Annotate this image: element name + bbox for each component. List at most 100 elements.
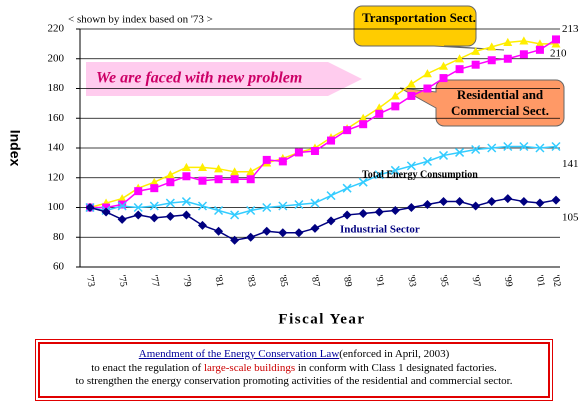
data-point xyxy=(519,50,528,59)
data-point xyxy=(439,74,448,83)
data-point xyxy=(439,61,449,70)
data-point xyxy=(535,198,545,208)
data-point xyxy=(374,207,384,217)
data-point xyxy=(390,165,400,175)
series-line xyxy=(89,145,557,216)
callout-transport-text: Transportation Sect. xyxy=(362,10,476,25)
data-point xyxy=(198,176,207,185)
data-point xyxy=(375,109,384,118)
data-point xyxy=(246,167,256,176)
y-tick-label: 220 xyxy=(48,23,65,35)
x-tick-label: '93 xyxy=(405,274,418,288)
data-point xyxy=(326,216,336,226)
data-point xyxy=(422,69,432,78)
data-point xyxy=(551,39,561,48)
data-point xyxy=(197,201,208,211)
data-point xyxy=(487,42,497,51)
subtitle: < shown by index based on '73 > xyxy=(68,14,213,26)
series-label: Industrial Sector xyxy=(340,224,420,236)
data-point xyxy=(503,37,513,46)
x-tick-label: '77 xyxy=(148,274,161,288)
data-point xyxy=(197,162,207,171)
data-point xyxy=(310,146,319,155)
data-point xyxy=(327,136,336,145)
data-point xyxy=(407,91,416,100)
data-point xyxy=(552,35,560,44)
data-point xyxy=(390,91,400,100)
data-point xyxy=(358,208,368,218)
data-point xyxy=(230,175,239,184)
data-point xyxy=(455,147,465,157)
data-point xyxy=(294,228,304,238)
x-tick-label: '99 xyxy=(502,274,515,288)
data-point xyxy=(471,60,480,69)
data-point xyxy=(406,161,416,171)
x-tick-label: '87 xyxy=(309,274,322,288)
x-tick-label: '02 xyxy=(550,274,563,288)
y-tick-label: 200 xyxy=(48,52,65,64)
data-point xyxy=(214,226,224,236)
end-value-label: 105 xyxy=(562,212,579,224)
data-point xyxy=(374,103,384,112)
data-point xyxy=(535,45,544,54)
data-point xyxy=(374,170,384,180)
x-tick-label: '89 xyxy=(341,274,354,288)
data-point xyxy=(181,162,191,171)
data-point xyxy=(230,235,240,245)
data-point xyxy=(150,184,159,193)
data-point xyxy=(133,202,143,213)
x-tick-label: '73 xyxy=(84,274,97,288)
data-point xyxy=(503,54,512,63)
data-point xyxy=(326,191,336,201)
data-point xyxy=(406,203,416,212)
data-point xyxy=(343,126,352,135)
data-point xyxy=(182,172,191,181)
x-tick-label: '79 xyxy=(180,274,193,288)
data-point xyxy=(214,175,223,184)
y-axis-label: Index xyxy=(7,130,23,167)
data-point xyxy=(519,141,529,152)
data-point xyxy=(519,197,529,207)
data-point xyxy=(134,187,143,196)
x-axis-label: Fiscal Year xyxy=(278,311,365,327)
end-value-label: 210 xyxy=(550,47,567,59)
data-point xyxy=(246,232,256,242)
data-point xyxy=(133,210,143,220)
data-point xyxy=(455,54,465,63)
data-point xyxy=(181,210,191,220)
data-point xyxy=(166,178,175,187)
data-point xyxy=(149,201,159,211)
data-point xyxy=(342,183,352,193)
data-point xyxy=(246,175,255,184)
note-law-suffix: (enforced in April, 2003) xyxy=(339,348,450,360)
data-point xyxy=(551,141,561,152)
data-point xyxy=(471,201,481,211)
data-point xyxy=(181,197,191,207)
data-point xyxy=(214,205,224,216)
data-point xyxy=(439,197,449,207)
callout-residential-text: Residential and Commercial Sect. xyxy=(451,87,549,118)
data-point xyxy=(118,200,127,209)
data-point xyxy=(101,207,111,217)
data-point xyxy=(262,155,271,164)
data-point xyxy=(471,46,481,55)
data-point xyxy=(342,210,352,220)
data-point xyxy=(391,102,400,111)
data-point xyxy=(262,226,272,236)
data-point xyxy=(358,113,368,122)
y-tick-label: 100 xyxy=(48,201,65,213)
data-point xyxy=(294,148,303,157)
x-tick-label: '97 xyxy=(469,274,482,288)
note-box: Amendment of the Energy Conservation Law… xyxy=(35,339,553,401)
y-tick-label: 60 xyxy=(53,261,65,273)
data-point xyxy=(85,203,95,212)
data-point xyxy=(246,205,256,216)
end-value-label: 213 xyxy=(562,23,579,35)
y-tick-label: 140 xyxy=(48,142,65,154)
data-point xyxy=(197,220,207,230)
data-point xyxy=(149,177,159,186)
end-value-label: 141 xyxy=(562,158,579,170)
data-point xyxy=(551,195,561,205)
data-point xyxy=(117,214,127,224)
chart: < shown by index based on '73 > Index Fi… xyxy=(7,5,579,327)
